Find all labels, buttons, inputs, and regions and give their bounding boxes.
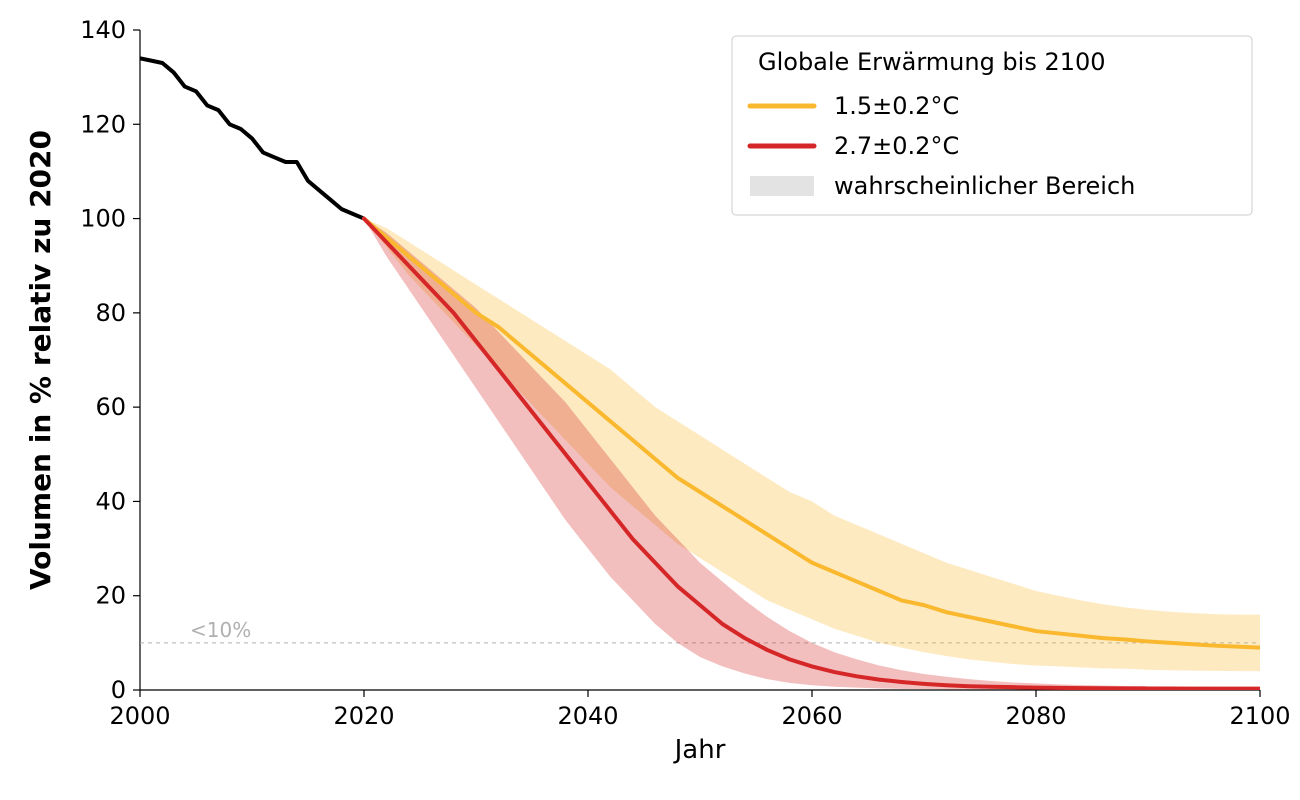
legend-label-s27: 2.7±0.2°C <box>834 132 959 160</box>
legend-label-band: wahrscheinlicher Bereich <box>834 172 1135 200</box>
x-tick-label: 2060 <box>781 702 842 730</box>
legend-swatch-band <box>750 176 814 196</box>
chart-container: 200020202040206020802100Jahr020406080100… <box>0 0 1300 800</box>
uncertainty-band-s15 <box>364 219 1260 672</box>
x-tick-label: 2020 <box>333 702 394 730</box>
y-axis-label: Volumen in % relativ zu 2020 <box>24 130 57 590</box>
x-tick-label: 2080 <box>1005 702 1066 730</box>
legend-title: Globale Erwärmung bis 2100 <box>758 48 1106 76</box>
y-tick-label: 40 <box>95 487 126 515</box>
x-tick-label: 2100 <box>1229 702 1290 730</box>
y-tick-label: 140 <box>80 16 126 44</box>
legend-label-s15: 1.5±0.2°C <box>834 92 959 120</box>
y-tick-label: 100 <box>80 205 126 233</box>
y-tick-label: 20 <box>95 582 126 610</box>
x-tick-label: 2040 <box>557 702 618 730</box>
x-tick-label: 2000 <box>109 702 170 730</box>
threshold-label: <10% <box>190 618 251 642</box>
x-axis-label: Jahr <box>673 735 726 765</box>
legend: Globale Erwärmung bis 2100 1.5±0.2°C 2.7±0… <box>732 36 1252 215</box>
y-tick-label: 120 <box>80 110 126 138</box>
y-tick-label: 0 <box>111 676 126 704</box>
series-historical <box>140 58 364 218</box>
chart-svg: 200020202040206020802100Jahr020406080100… <box>0 0 1300 800</box>
y-tick-label: 80 <box>95 299 126 327</box>
y-tick-label: 60 <box>95 393 126 421</box>
